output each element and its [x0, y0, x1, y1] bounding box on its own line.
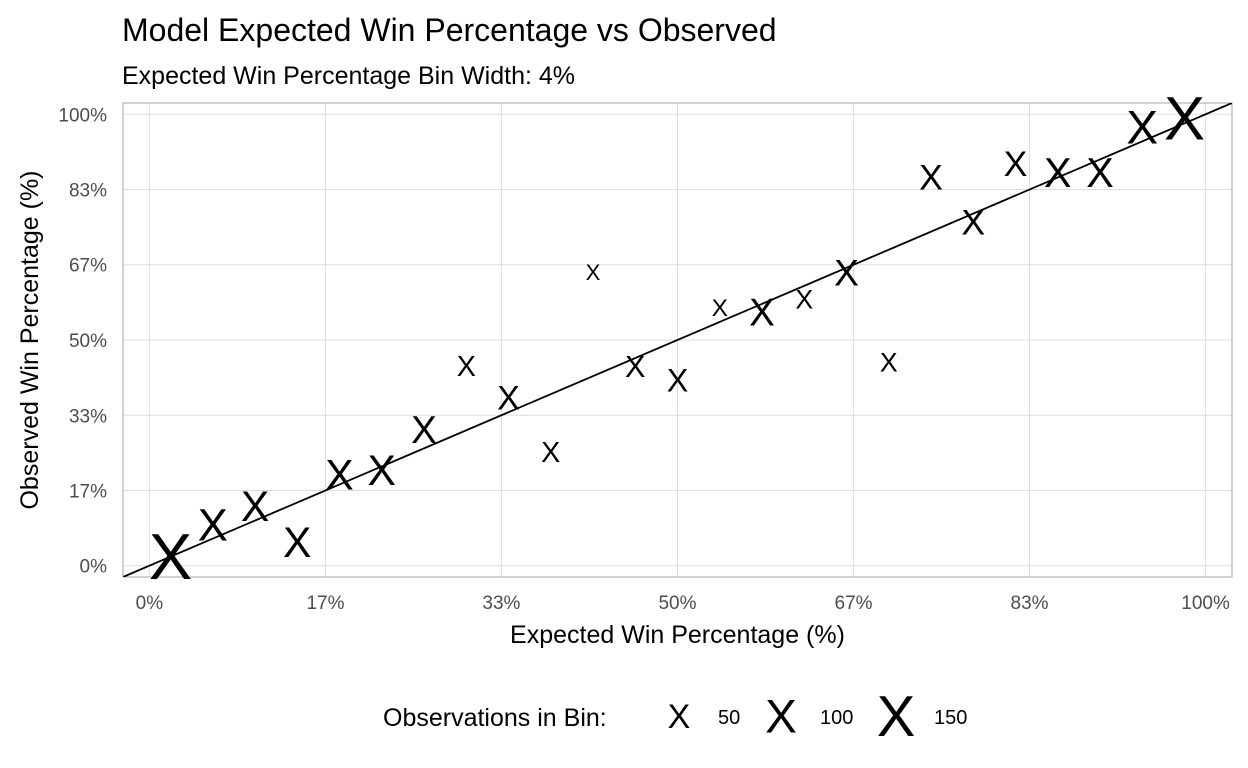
data-point: X [149, 520, 192, 593]
chart-subtitle: Expected Win Percentage Bin Width: 4% [122, 62, 576, 90]
y-tick-label: 17% [69, 481, 107, 502]
data-point: X [1126, 101, 1158, 154]
x-tick-label: 50% [658, 593, 696, 614]
legend-label: 50 [718, 707, 740, 729]
legend-title: Observations in Bin: [383, 704, 607, 732]
data-point: X [961, 203, 985, 243]
legend-key-marker: X [765, 691, 797, 744]
data-point: X [497, 380, 520, 418]
data-point: X [198, 500, 228, 551]
y-tick-label: 83% [69, 181, 107, 202]
data-point: X [1086, 150, 1114, 196]
data-point: X [795, 284, 813, 314]
x-tick-label: 33% [482, 593, 520, 614]
legend-key-marker: X [668, 698, 691, 736]
data-point: X [325, 451, 353, 499]
data-point: X [1004, 144, 1028, 184]
x-tick-label: 100% [1181, 593, 1230, 614]
data-point: X [457, 351, 476, 383]
data-point: X [667, 363, 689, 399]
legend-label: 100 [820, 707, 853, 729]
data-point: X [1044, 150, 1072, 196]
y-tick-label: 100% [58, 105, 107, 126]
legend-label: 150 [934, 707, 967, 729]
data-point: X [586, 260, 601, 285]
plot-panel-border [122, 102, 1233, 578]
legend-key-marker: X [877, 685, 916, 749]
data-point: X [919, 157, 943, 197]
data-point: X [1164, 84, 1205, 153]
data-point: X [834, 251, 859, 293]
y-axis-title: Observed Win Percentage (%) [16, 170, 44, 509]
data-point: X [749, 291, 775, 334]
reference-line [123, 103, 1232, 577]
x-tick-label: 67% [835, 593, 873, 614]
data-point: X [368, 447, 396, 495]
x-tick-label: 0% [136, 593, 164, 614]
data-point: X [411, 409, 437, 452]
data-point: X [541, 437, 560, 469]
x-tick-label: 83% [1011, 593, 1049, 614]
x-tick-label: 17% [306, 593, 344, 614]
data-point: X [712, 295, 728, 322]
data-point: X [241, 483, 269, 531]
y-tick-label: 0% [80, 557, 108, 578]
x-axis-title: Expected Win Percentage (%) [510, 621, 845, 649]
y-tick-label: 50% [69, 331, 107, 352]
data-point: X [625, 350, 645, 384]
data-point: X [880, 348, 898, 378]
y-tick-label: 33% [69, 406, 107, 427]
y-tick-label: 67% [69, 256, 107, 277]
data-point: X [283, 519, 311, 567]
chart-title: Model Expected Win Percentage vs Observe… [122, 12, 777, 48]
